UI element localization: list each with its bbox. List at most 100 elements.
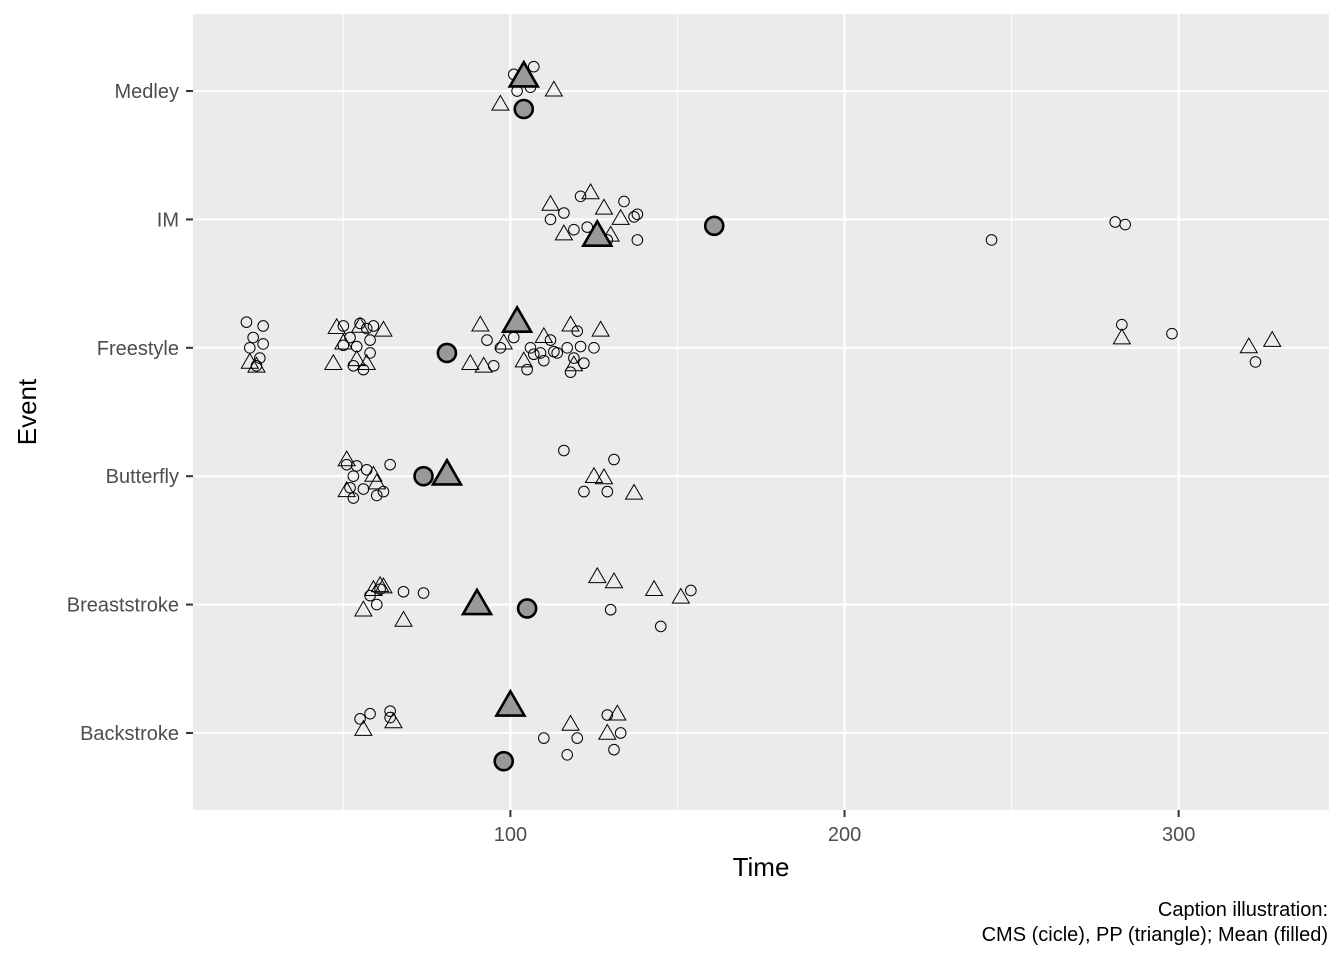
pp-point <box>1112 328 1132 345</box>
cms-point <box>354 713 366 725</box>
cms-point <box>561 748 574 761</box>
pp-point <box>581 183 600 200</box>
cms-point <box>524 342 537 354</box>
cms-point <box>360 322 373 335</box>
caption-line-1: Caption illustration: <box>1158 899 1328 921</box>
caption-line-2: CMS (cicle), PP (triangle); Mean (filled… <box>982 924 1328 946</box>
cms-point <box>544 213 557 226</box>
cms-point <box>558 207 570 219</box>
cms-mean-point <box>493 750 515 772</box>
cms-point <box>521 363 533 376</box>
pp-point <box>367 473 387 490</box>
cms-point <box>384 458 396 471</box>
cms-point <box>397 585 410 598</box>
cms-point <box>608 743 620 756</box>
cms-point <box>628 211 640 223</box>
pp-point <box>594 468 614 485</box>
pp-point <box>350 316 370 333</box>
x-axis-tick-label: 100 <box>494 824 527 846</box>
pp-point <box>1262 330 1282 347</box>
cms-point <box>247 331 259 344</box>
cms-point <box>384 711 396 724</box>
pp-point <box>561 714 580 731</box>
pp-mean-point <box>581 218 614 247</box>
cms-point <box>494 342 507 354</box>
pp-point <box>584 466 604 483</box>
cms-point <box>631 208 644 221</box>
cms-point <box>614 727 627 739</box>
pp-point <box>611 208 631 225</box>
cms-point <box>364 334 376 346</box>
pp-point <box>564 355 584 372</box>
cms-point <box>240 316 253 328</box>
cms-point <box>561 342 574 354</box>
cms-point <box>985 234 998 246</box>
cms-point <box>528 60 540 73</box>
cms-point <box>370 598 383 611</box>
cms-mean-point <box>516 598 538 619</box>
pp-point <box>491 94 510 111</box>
y-axis-tick-label: IM <box>157 209 179 231</box>
cms-point <box>574 340 587 353</box>
cms-point <box>578 485 590 498</box>
pp-point <box>327 317 347 335</box>
cms-point <box>654 620 667 633</box>
pp-mean-point <box>460 587 494 616</box>
pp-point <box>494 333 514 350</box>
pp-point <box>323 353 343 371</box>
pp-point <box>587 566 607 584</box>
cms-point <box>257 320 269 332</box>
pp-point <box>607 704 627 721</box>
pp-point <box>591 320 610 337</box>
pp-point <box>1239 337 1259 354</box>
x-axis-tick-label: 200 <box>828 824 861 846</box>
pp-point <box>624 483 644 500</box>
pp-point <box>347 349 367 367</box>
cms-point <box>601 485 614 498</box>
cms-point <box>571 732 584 744</box>
pp-mean-point <box>500 304 534 333</box>
cms-point <box>538 732 550 744</box>
pp-point <box>384 711 403 729</box>
pp-point <box>374 577 393 594</box>
pp-point <box>374 320 393 337</box>
plot-panel <box>193 14 1329 810</box>
cms-point <box>364 347 376 359</box>
cms-point <box>551 347 563 359</box>
cms-point <box>384 705 396 717</box>
pp-point <box>474 356 494 373</box>
cms-mean-point <box>413 465 434 487</box>
cms-point <box>337 339 350 352</box>
pp-point <box>337 480 357 498</box>
cms-point <box>604 603 617 616</box>
cms-point <box>367 320 380 332</box>
cms-point <box>601 709 614 721</box>
pp-point <box>671 587 691 604</box>
cms-point <box>544 334 557 346</box>
pp-point <box>541 194 560 211</box>
cms-point <box>1119 218 1131 231</box>
pp-point <box>554 224 574 241</box>
pp-mean-point <box>430 457 464 486</box>
cms-point <box>558 444 570 457</box>
cms-point <box>618 195 630 208</box>
cms-point <box>564 366 577 379</box>
x-axis-title: Time <box>733 852 790 882</box>
cms-mean-point <box>703 215 725 237</box>
axis-ticks <box>186 90 1180 817</box>
pp-mean-point <box>494 688 527 717</box>
x-axis-tick-labels: 100 200 300 <box>494 824 1196 846</box>
cms-point <box>685 584 697 597</box>
cms-point <box>528 348 540 361</box>
y-axis-tick-label: Breaststroke <box>67 595 179 617</box>
y-axis-tick-label: Medley <box>115 81 179 103</box>
pp-point <box>514 351 534 368</box>
x-axis-tick-label: 300 <box>1162 824 1195 846</box>
pp-point <box>597 723 617 740</box>
pp-point <box>601 225 621 242</box>
pp-point <box>354 719 373 736</box>
pp-point <box>337 450 357 467</box>
cms-point <box>1249 356 1262 368</box>
pp-point <box>370 575 390 593</box>
